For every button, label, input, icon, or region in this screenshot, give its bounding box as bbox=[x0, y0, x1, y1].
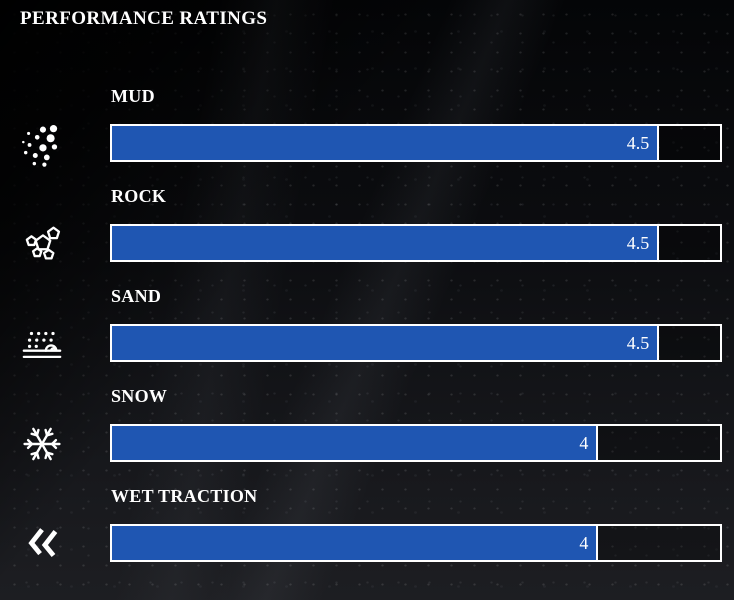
rating-bar: 4.5 bbox=[110, 124, 722, 162]
rating-value: 4.5 bbox=[626, 333, 650, 353]
rating-label: MUD bbox=[111, 86, 155, 106]
rating-bar-fill: 4.5 bbox=[112, 226, 660, 260]
rating-bar: 4 bbox=[110, 524, 722, 562]
rating-value: 4 bbox=[579, 533, 589, 553]
rating-bar: 4.5 bbox=[110, 224, 722, 262]
rating-label: SAND bbox=[111, 286, 162, 306]
rating-icon-slot bbox=[14, 218, 70, 270]
rating-label: ROCK bbox=[111, 186, 167, 206]
page-title: PERFORMANCE RATINGS bbox=[20, 8, 268, 29]
ratings-list: MUD 4.5 ROCK 4.5 bbox=[0, 80, 734, 580]
rating-label: WET TRACTION bbox=[111, 486, 258, 506]
rating-value: 4.5 bbox=[626, 133, 650, 153]
rating-icon-slot bbox=[14, 118, 70, 170]
rating-row: ROCK 4.5 bbox=[0, 180, 734, 280]
sand-icon bbox=[22, 331, 62, 359]
wet-traction-skid-icon bbox=[28, 528, 58, 558]
rating-value: 4 bbox=[579, 433, 589, 453]
rating-bar: 4.5 bbox=[110, 324, 722, 362]
rating-bar-fill: 4 bbox=[112, 526, 599, 560]
rating-bar: 4 bbox=[110, 424, 722, 462]
rating-icon-slot bbox=[14, 318, 70, 370]
rating-row: MUD 4.5 bbox=[0, 80, 734, 180]
snowflake-icon bbox=[23, 427, 61, 461]
rating-bar-fill: 4.5 bbox=[112, 326, 660, 360]
rating-label: SNOW bbox=[111, 386, 168, 406]
rating-row: WET TRACTION 4 bbox=[0, 480, 734, 580]
rating-row: SNOW 4 bbox=[0, 380, 734, 480]
rating-row: SAND 4.5 bbox=[0, 280, 734, 380]
rating-bar-fill: 4 bbox=[112, 426, 599, 460]
rating-icon-slot bbox=[14, 418, 70, 470]
rating-icon-slot bbox=[14, 518, 70, 570]
rating-bar-fill: 4.5 bbox=[112, 126, 660, 160]
mud-splatter-icon bbox=[22, 125, 58, 167]
rating-value: 4.5 bbox=[626, 233, 650, 253]
rocks-icon bbox=[25, 226, 61, 260]
